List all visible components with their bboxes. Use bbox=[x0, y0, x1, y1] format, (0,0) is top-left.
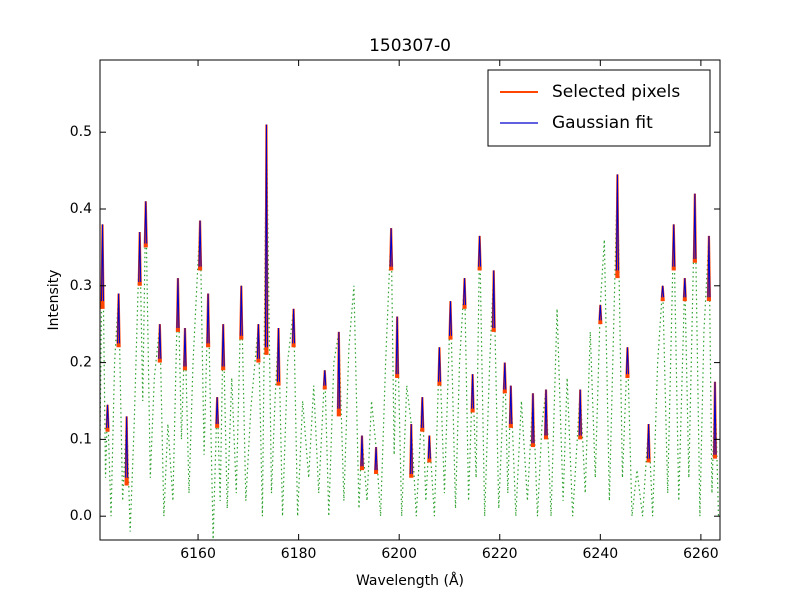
y-tick-label: 0.4 bbox=[70, 201, 92, 217]
axes: 6160 6180 6200 6220 6240 6260 0.0 0.1 0.2 0.3 0.4 0… bbox=[70, 59, 721, 562]
chart-title: 150307-0 bbox=[369, 36, 451, 56]
x-tick-label: 6160 bbox=[180, 546, 216, 562]
data-line bbox=[101, 124, 717, 478]
x-tick-label: 6260 bbox=[683, 546, 719, 562]
x-tick-label: 6200 bbox=[381, 546, 417, 562]
y-axis-label: Intensity bbox=[46, 270, 62, 331]
y-tick-label: 0.1 bbox=[70, 431, 92, 447]
legend-label: Selected pixels bbox=[552, 82, 680, 102]
legend: Selected pixels Gaussian fit bbox=[487, 69, 711, 147]
x-axis-label: Wavelength (Å) bbox=[356, 572, 464, 589]
plot-frame bbox=[99, 59, 721, 541]
y-tick-label: 0.5 bbox=[70, 124, 92, 140]
x-tick-label: 6220 bbox=[482, 546, 518, 562]
legend-box bbox=[487, 69, 711, 147]
legend-label: Gaussian fit bbox=[552, 113, 653, 133]
x-tick-label: 6180 bbox=[281, 546, 317, 562]
y-tick-label: 0.2 bbox=[70, 355, 92, 371]
y-tick-label: 0.3 bbox=[70, 278, 92, 294]
y-tick-label: 0.0 bbox=[70, 508, 92, 524]
x-tick-label: 6240 bbox=[583, 546, 619, 562]
plot-area bbox=[100, 124, 720, 540]
